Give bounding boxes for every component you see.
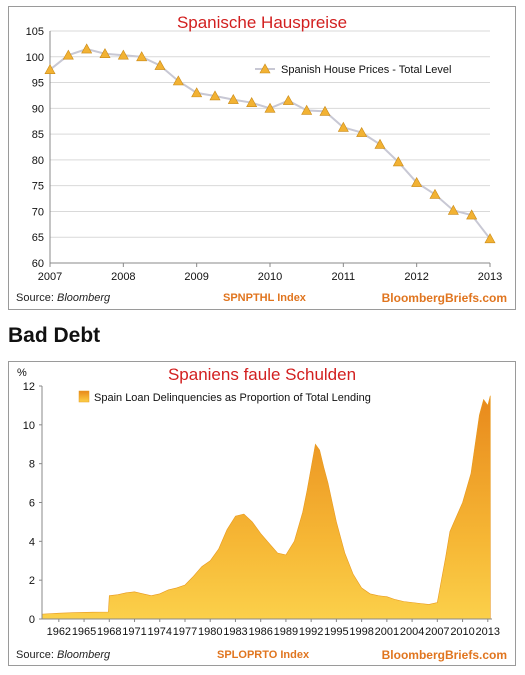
bad-debt-x-tick-label: 2010 <box>450 626 474 638</box>
house-price-data-point <box>44 64 56 74</box>
house-price-x-tick-label: 2012 <box>404 271 428 283</box>
house-price-y-tick-label: 70 <box>32 206 44 218</box>
house-price-data-point <box>246 97 258 107</box>
house-price-data-point <box>484 233 496 244</box>
house-price-source-value: Bloomberg <box>56 292 111 304</box>
house-price-chart-title: Spanische Hauspreise <box>176 13 348 32</box>
house-price-data-point <box>99 48 111 58</box>
bad-debt-x-tick-label: 1983 <box>223 626 247 638</box>
bad-debt-x-tick-label: 1998 <box>349 626 373 638</box>
house-price-chart-panel: Spanische Hauspreise 60 65 70 75 80 85 90 95 100… <box>8 6 516 310</box>
house-price-x-tick-label: 2010 <box>258 271 282 283</box>
bad-debt-y-axis-label: % <box>17 367 27 379</box>
house-price-source: Source: Bloomberg <box>16 292 110 304</box>
house-price-y-tick-label: 100 <box>26 52 44 64</box>
house-price-y-tick-label: 105 <box>26 26 44 38</box>
bad-debt-x-tick-label: 1980 <box>198 626 222 638</box>
house-price-data-point <box>154 59 166 70</box>
house-price-data-point <box>264 102 276 113</box>
bad-debt-x-tick-label: 1968 <box>97 626 121 638</box>
house-price-data-point <box>172 75 184 86</box>
bad-debt-x-tick-label: 1977 <box>173 626 197 638</box>
bad-debt-x-tick-label: 1974 <box>148 626 172 638</box>
house-price-y-tick-label: 75 <box>32 181 44 193</box>
house-price-x-tick-label: 2007 <box>38 271 62 283</box>
house-price-data-point <box>337 121 349 132</box>
bad-debt-y-tick-label: 12 <box>23 381 35 393</box>
bad-debt-y-tick-label: 10 <box>23 420 35 432</box>
bad-debt-x-tick-label: 1971 <box>122 626 146 638</box>
house-price-y-tick-label: 85 <box>32 129 44 141</box>
bad-debt-index-label: SPLOPRTO Index <box>217 649 310 661</box>
bad-debt-x-tick-label: 2007 <box>425 626 449 638</box>
bad-debt-source-value: Bloomberg <box>56 649 111 661</box>
house-price-data-point <box>136 51 148 62</box>
house-price-data-point <box>62 49 74 60</box>
bad-debt-x-tick-label: 2004 <box>400 626 424 638</box>
bad-debt-x-tick-label: 1986 <box>248 626 272 638</box>
bad-debt-y-tick-label: 2 <box>29 575 35 587</box>
house-price-data-point <box>429 188 441 199</box>
house-price-x-tick-label: 2009 <box>184 271 208 283</box>
bad-debt-x-tick-label: 2001 <box>375 626 399 638</box>
house-price-x-tick-label: 2011 <box>332 271 356 283</box>
bad-debt-y-tick-label: 8 <box>29 459 35 471</box>
house-price-x-tick-label: 2013 <box>478 271 502 283</box>
house-price-y-tick-label: 95 <box>32 78 44 90</box>
house-price-y-tick-label: 65 <box>32 232 44 244</box>
house-price-data-point <box>301 104 313 115</box>
bad-debt-chart-panel: Spaniens faule Schulden 0 2 4 6 8 10 12% 1962 19… <box>8 361 516 666</box>
bad-debt-y-tick-label: 4 <box>29 536 35 548</box>
bad-debt-series-area <box>41 395 491 620</box>
house-price-data-point <box>411 176 423 187</box>
house-price-data-point <box>374 138 386 149</box>
house-price-y-tick-label: 80 <box>32 155 44 167</box>
house-price-data-point <box>282 94 294 105</box>
house-price-chart: 60 65 70 75 80 85 90 95 100 105 2007 2008 2009 2010 20… <box>26 26 503 283</box>
house-price-data-point <box>191 87 203 98</box>
house-price-legend-label: Spanish House Prices - Total Level <box>281 64 451 76</box>
house-price-data-point <box>209 90 221 101</box>
house-price-data-point <box>392 156 404 167</box>
house-price-data-point <box>447 204 459 215</box>
house-price-index-label: SPNPTHL Index <box>223 292 306 304</box>
house-price-legend-marker <box>259 63 271 74</box>
house-price-data-point <box>356 126 368 137</box>
house-price-brand[interactable]: BloombergBriefs.com <box>381 291 507 305</box>
bad-debt-source: Source: Bloomberg <box>16 649 110 661</box>
house-price-x-tick-label: 2008 <box>111 271 135 283</box>
house-price-series-line <box>49 47 491 240</box>
section-heading: Bad Debt <box>8 324 101 347</box>
bad-debt-legend-swatch <box>78 390 90 403</box>
house-price-data-point <box>117 49 129 60</box>
house-price-y-tick-label: 60 <box>32 258 44 270</box>
house-price-data-point <box>227 93 239 104</box>
bad-debt-x-tick-label: 1965 <box>72 626 96 638</box>
bad-debt-chart-title: Spaniens faule Schulden <box>167 365 357 384</box>
bad-debt-legend-label: Spain Loan Delinquencies as Proportion o… <box>94 392 371 404</box>
bad-debt-x-tick-label: 2013 <box>476 626 500 638</box>
bad-debt-x-tick-label: 1962 <box>47 626 71 638</box>
house-price-source-label: Source: <box>16 292 54 304</box>
bad-debt-source-label: Source: <box>16 649 54 661</box>
bad-debt-y-tick-label: 6 <box>29 498 35 510</box>
house-price-y-tick-label: 90 <box>32 103 44 115</box>
house-price-data-point <box>81 43 93 54</box>
bad-debt-brand[interactable]: BloombergBriefs.com <box>381 648 507 662</box>
bad-debt-x-tick-label: 1992 <box>299 626 323 638</box>
bad-debt-x-tick-label: 1995 <box>324 626 348 638</box>
house-price-data-point <box>319 105 331 116</box>
house-price-data-point <box>466 209 478 220</box>
bad-debt-y-tick-label: 0 <box>29 614 35 626</box>
bad-debt-x-tick-label: 1989 <box>274 626 298 638</box>
